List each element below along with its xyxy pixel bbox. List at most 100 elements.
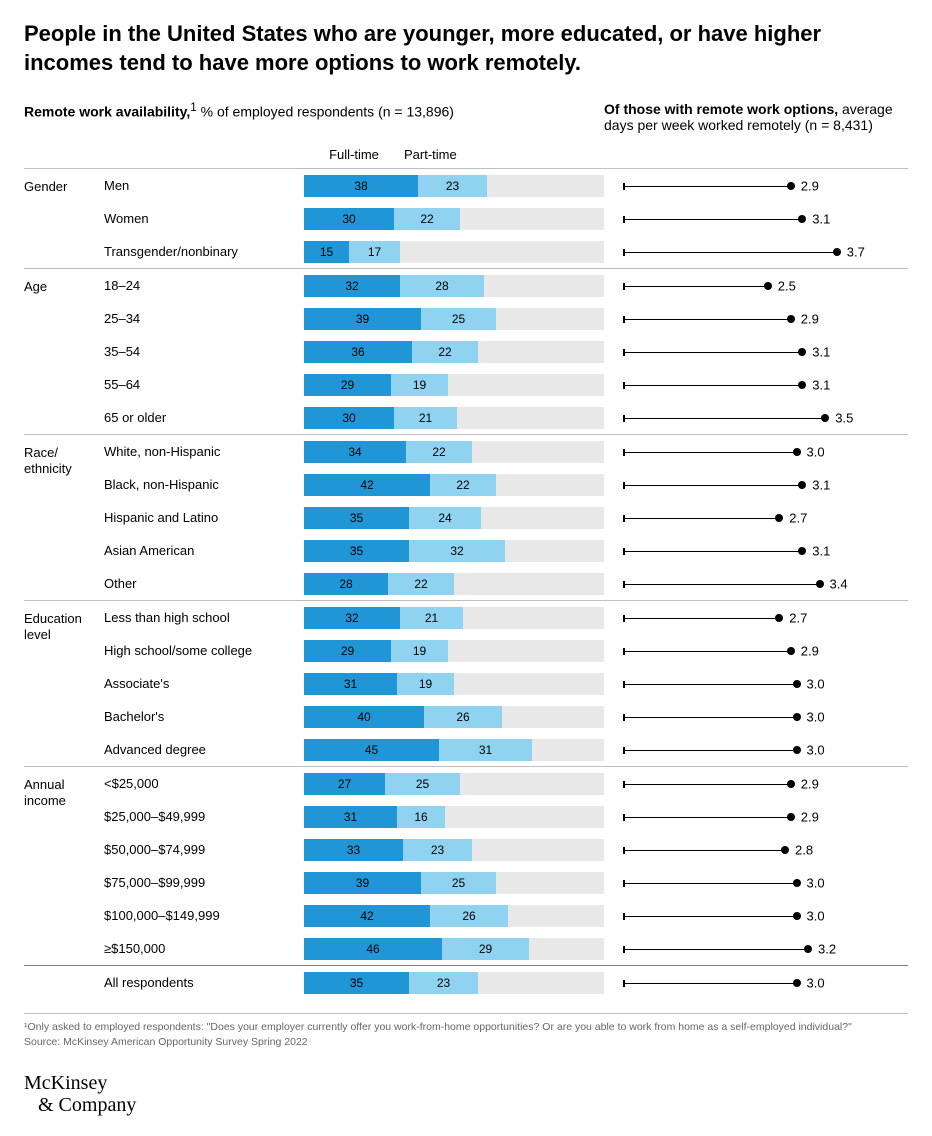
- stacked-bar: 3021: [304, 407, 604, 429]
- group-label: Age: [24, 269, 104, 434]
- data-row: Asian American35323.1: [104, 534, 908, 567]
- stacked-bar: 2822: [304, 573, 604, 595]
- row-label: $100,000–$149,999: [104, 908, 304, 923]
- lollipop-line: [624, 551, 802, 553]
- logo-line-2: & Company: [24, 1094, 908, 1116]
- row-label: <$25,000: [104, 776, 304, 791]
- lollipop-line: [624, 219, 802, 221]
- days-value: 2.9: [801, 809, 819, 824]
- days-lollipop: 3.1: [624, 540, 884, 562]
- lollipop-dot: [787, 315, 795, 323]
- lollipop-dot: [821, 414, 829, 422]
- stacked-bar: 4531: [304, 739, 604, 761]
- bar-segment-parttime: 26: [424, 706, 502, 728]
- lollipop-dot: [798, 215, 806, 223]
- bar-segment-fulltime: 38: [304, 175, 418, 197]
- lollipop-line: [624, 717, 797, 719]
- lollipop-dot: [798, 381, 806, 389]
- days-value: 3.1: [812, 211, 830, 226]
- days-value: 3.0: [807, 908, 825, 923]
- row-label: 35–54: [104, 344, 304, 359]
- subhead-row: Remote work availability,1 % of employed…: [24, 101, 908, 133]
- row-label: 25–34: [104, 311, 304, 326]
- bar-segment-fulltime: 32: [304, 607, 400, 629]
- days-lollipop: 2.9: [624, 773, 884, 795]
- lollipop-dot: [804, 945, 812, 953]
- bar-segment-fulltime: 28: [304, 573, 388, 595]
- bar-segment-fulltime: 29: [304, 374, 391, 396]
- bar-segment-parttime: 22: [388, 573, 454, 595]
- days-lollipop: 3.0: [624, 739, 884, 761]
- stacked-bar: 2725: [304, 773, 604, 795]
- data-row: $50,000–$74,99933232.8: [104, 833, 908, 866]
- lollipop-line: [624, 651, 791, 653]
- bar-segment-parttime: 28: [400, 275, 484, 297]
- days-value: 2.8: [795, 842, 813, 857]
- group-rows: All respondents35233.0: [104, 966, 908, 999]
- bar-segment-parttime: 31: [439, 739, 532, 761]
- lollipop-line: [624, 385, 802, 387]
- data-row: Bachelor's40263.0: [104, 700, 908, 733]
- lollipop-line: [624, 817, 791, 819]
- lollipop-dot: [798, 348, 806, 356]
- days-lollipop: 2.9: [624, 175, 884, 197]
- days-value: 2.9: [801, 311, 819, 326]
- stacked-bar: 3022: [304, 208, 604, 230]
- days-lollipop: 2.9: [624, 308, 884, 330]
- bar-segment-fulltime: 35: [304, 972, 409, 994]
- days-lollipop: 3.0: [624, 872, 884, 894]
- days-lollipop: 3.7: [624, 241, 884, 263]
- days-lollipop: 2.5: [624, 275, 884, 297]
- lollipop-dot: [787, 780, 795, 788]
- days-lollipop: 3.0: [624, 905, 884, 927]
- days-lollipop: 2.9: [624, 806, 884, 828]
- row-label: $25,000–$49,999: [104, 809, 304, 824]
- days-value: 3.0: [807, 975, 825, 990]
- row-label: Asian American: [104, 543, 304, 558]
- days-value: 3.0: [807, 676, 825, 691]
- bar-segment-parttime: 21: [400, 607, 463, 629]
- lollipop-dot: [793, 713, 801, 721]
- stacked-bar: 4629: [304, 938, 604, 960]
- stacked-bar: 4226: [304, 905, 604, 927]
- bar-segment-parttime: 25: [421, 308, 496, 330]
- row-label: Advanced degree: [104, 742, 304, 757]
- bar-segment-parttime: 22: [394, 208, 460, 230]
- lollipop-line: [624, 850, 785, 852]
- days-value: 3.0: [807, 444, 825, 459]
- days-value: 3.5: [835, 410, 853, 425]
- stacked-bar: 1517: [304, 241, 604, 263]
- stacked-bar: 4026: [304, 706, 604, 728]
- data-row: White, non-Hispanic34223.0: [104, 435, 908, 468]
- bar-segment-fulltime: 42: [304, 905, 430, 927]
- lollipop-dot: [793, 680, 801, 688]
- lollipop-dot: [833, 248, 841, 256]
- category-group: Age18–2432282.525–3439252.935–5436223.15…: [24, 268, 908, 434]
- lollipop-line: [624, 618, 779, 620]
- lollipop-dot: [793, 879, 801, 887]
- row-label: Less than high school: [104, 610, 304, 625]
- bar-segment-parttime: 21: [394, 407, 457, 429]
- days-lollipop: 2.9: [624, 640, 884, 662]
- stacked-bar: 3228: [304, 275, 604, 297]
- lollipop-line: [624, 418, 825, 420]
- data-row: $100,000–$149,9994226 3.0: [104, 899, 908, 932]
- data-row: Transgender/nonbinary15173.7: [104, 235, 908, 268]
- row-label: Other: [104, 576, 304, 591]
- days-lollipop: 3.2: [624, 938, 884, 960]
- days-value: 3.1: [812, 377, 830, 392]
- lollipop-dot: [787, 813, 795, 821]
- footnote-2: Source: McKinsey American Opportunity Su…: [24, 1035, 908, 1050]
- category-group: Education levelLess than high school3221…: [24, 600, 908, 766]
- data-row: Women30223.1: [104, 202, 908, 235]
- data-row: ≥$150,00046293.2: [104, 932, 908, 965]
- days-lollipop: 3.0: [624, 441, 884, 463]
- data-row: Other28223.4: [104, 567, 908, 600]
- bar-segment-parttime: 19: [397, 673, 454, 695]
- group-label: Annual income: [24, 767, 104, 965]
- days-lollipop: 2.7: [624, 507, 884, 529]
- stacked-bar: 3823: [304, 175, 604, 197]
- bar-segment-fulltime: 36: [304, 341, 412, 363]
- days-lollipop: 3.1: [624, 341, 884, 363]
- lollipop-dot: [775, 514, 783, 522]
